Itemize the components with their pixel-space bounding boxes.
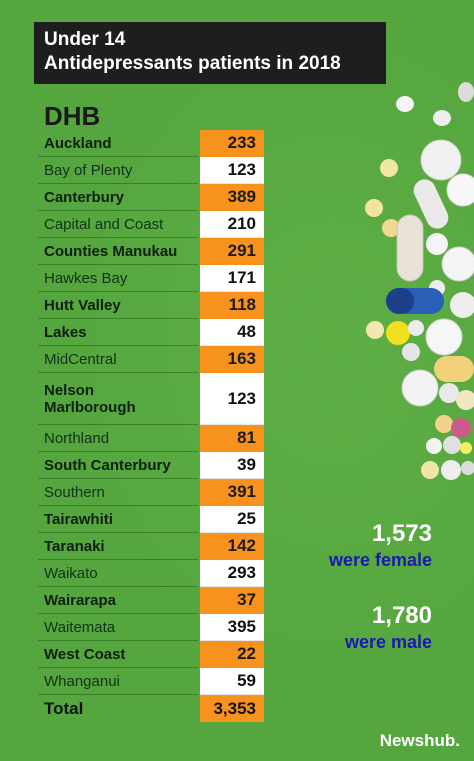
dhb-name: Whanganui xyxy=(38,668,198,695)
table-row: Canterbury 389 xyxy=(38,184,264,211)
table-row: Tairawhiti 25 xyxy=(38,506,264,533)
dhb-name: Taranaki xyxy=(38,533,198,560)
table-row: Waitemata 395 xyxy=(38,614,264,641)
dhb-name: Bay of Plenty xyxy=(38,157,198,184)
dhb-name: Capital and Coast xyxy=(38,211,198,238)
patient-count: 293 xyxy=(200,560,264,587)
female-stat: 1,573 were female xyxy=(329,520,432,571)
dhb-name: Waikato xyxy=(38,560,198,587)
female-label: were female xyxy=(328,550,432,570)
title-box: Under 14 Antidepressants patients in 201… xyxy=(34,22,386,84)
dhb-name: Canterbury xyxy=(38,184,198,211)
table-row: MidCentral 163 xyxy=(38,346,264,373)
total-value: 3,353 xyxy=(200,695,264,722)
table-row: Capital and Coast 210 xyxy=(38,211,264,238)
table-row: Hawkes Bay 171 xyxy=(38,265,264,292)
dhb-name: MidCentral xyxy=(38,346,198,373)
dhb-name: Waitemata xyxy=(38,614,198,641)
table-row: West Coast 22 xyxy=(38,641,264,668)
dhb-name: Tairawhiti xyxy=(38,506,198,533)
title-line-2: Antidepressants patients in 2018 xyxy=(44,53,341,74)
dhb-name: Hutt Valley xyxy=(38,292,198,319)
table-row: Waikato 293 xyxy=(38,560,264,587)
patient-count: 59 xyxy=(200,668,264,695)
patient-count: 48 xyxy=(200,319,264,346)
column-header: DHB xyxy=(44,101,101,131)
table-row: South Canterbury 39 xyxy=(38,452,264,479)
patient-count: 391 xyxy=(200,479,264,506)
male-stat: 1,780 were male xyxy=(345,602,432,653)
patient-count: 142 xyxy=(200,533,264,560)
title-line-1: Under 14 xyxy=(44,29,126,50)
table-row: Counties Manukau 291 xyxy=(38,238,264,265)
patient-count: 39 xyxy=(200,452,264,479)
dhb-table: Auckland 233 Bay of Plenty 123 Canterbury 389… xyxy=(38,130,264,722)
patient-count: 210 xyxy=(200,211,264,238)
table-row: Whanganui 59 xyxy=(38,668,264,695)
table-row: Bay of Plenty 123 xyxy=(38,157,264,184)
patient-count: 25 xyxy=(200,506,264,533)
patient-count: 291 xyxy=(200,238,264,265)
patient-count: 123 xyxy=(200,157,264,184)
table-row: Nelson Marlborough 123 xyxy=(38,373,264,425)
female-count: 1,573 xyxy=(371,520,432,547)
patient-count: 171 xyxy=(200,265,264,292)
brand-logo: Newshub. xyxy=(379,731,460,750)
dhb-name: Hawkes Bay xyxy=(38,265,198,292)
table-row: Lakes 48 xyxy=(38,319,264,346)
male-count: 1,780 xyxy=(371,602,432,629)
table-row: Taranaki 142 xyxy=(38,533,264,560)
dhb-name: Southern xyxy=(38,479,198,506)
patient-count: 389 xyxy=(200,184,264,211)
dhb-name: Counties Manukau xyxy=(38,238,198,265)
patient-count: 123 xyxy=(200,373,264,425)
table-row: Hutt Valley 118 xyxy=(38,292,264,319)
patient-count: 37 xyxy=(200,587,264,614)
table-row: Auckland 233 xyxy=(38,130,264,157)
patient-count: 118 xyxy=(200,292,264,319)
dhb-name: Lakes xyxy=(38,319,198,346)
table-row: Wairarapa 37 xyxy=(38,587,264,614)
male-label: were male xyxy=(344,632,432,652)
dhb-name: Nelson Marlborough xyxy=(38,373,198,425)
patient-count: 22 xyxy=(200,641,264,668)
total-label: Total xyxy=(44,699,84,718)
patient-count: 233 xyxy=(200,130,264,157)
dhb-name: South Canterbury xyxy=(38,452,198,479)
patient-count: 395 xyxy=(200,614,264,641)
dhb-name: Auckland xyxy=(38,130,198,157)
table-row: Southern 391 xyxy=(38,479,264,506)
patient-count: 163 xyxy=(200,346,264,373)
dhb-name: Northland xyxy=(38,425,198,452)
dhb-name: Wairarapa xyxy=(38,587,198,614)
total-row: Total 3,353 xyxy=(38,695,264,722)
patient-count: 81 xyxy=(200,425,264,452)
dhb-name: West Coast xyxy=(38,641,198,668)
table-row: Northland 81 xyxy=(38,425,264,452)
